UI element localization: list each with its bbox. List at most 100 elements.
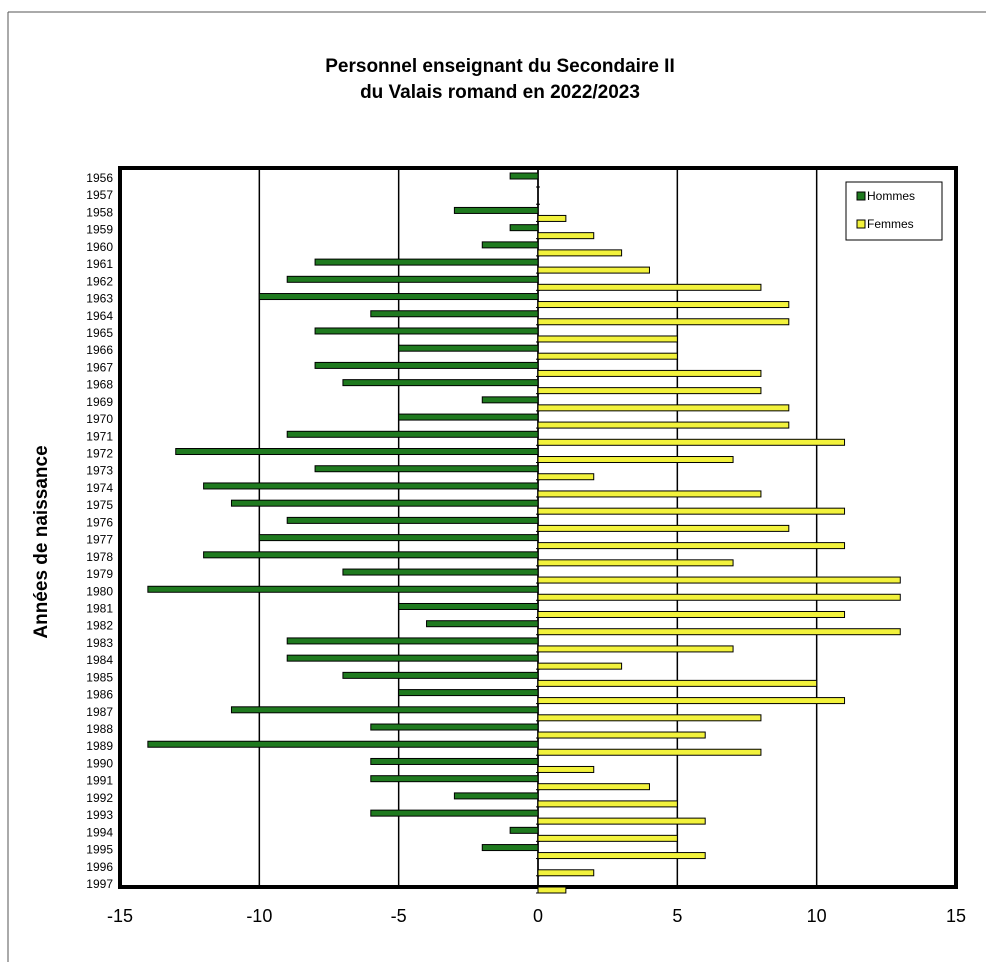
y-tick-label: 1958: [86, 205, 113, 219]
legend-swatch-hommes: [856, 191, 866, 201]
y-tick-label: 1985: [86, 670, 113, 684]
bar-hommes: [398, 344, 539, 352]
bar-hommes: [342, 671, 539, 679]
bar-femmes: [537, 765, 595, 773]
bar-hommes: [342, 379, 539, 387]
x-tick-label: 0: [533, 906, 543, 926]
bar-femmes: [537, 507, 846, 515]
y-tick-label: 1980: [86, 584, 113, 598]
y-tick-label: 1971: [86, 429, 113, 443]
bar-hommes: [342, 568, 539, 576]
bar-hommes: [286, 516, 539, 524]
chart-title-line1: Personnel enseignant du Secondaire II: [325, 56, 674, 77]
bar-hommes: [370, 310, 539, 318]
bar-hommes: [509, 172, 539, 180]
bar-femmes: [537, 869, 595, 877]
y-tick-label: 1969: [86, 395, 113, 409]
bar-femmes: [537, 593, 901, 601]
y-tick-label: 1965: [86, 326, 113, 340]
bar-femmes: [537, 852, 706, 860]
y-tick-label: 1982: [86, 619, 113, 633]
bar-femmes: [537, 697, 846, 705]
x-tick-label: 15: [946, 906, 966, 926]
bar-hommes: [286, 275, 539, 283]
y-tick-label: 1994: [86, 825, 113, 839]
bar-femmes: [537, 283, 762, 291]
bar-hommes: [398, 413, 539, 421]
bar-hommes: [314, 258, 539, 266]
y-tick-label: 1970: [86, 412, 113, 426]
y-tick-label: 1957: [86, 188, 113, 202]
bar-femmes: [537, 490, 762, 498]
bar-femmes: [537, 301, 790, 309]
y-tick-label: 1990: [86, 756, 113, 770]
bar-femmes: [537, 645, 734, 653]
legend-label-femmes: Femmes: [867, 217, 914, 231]
bar-femmes: [537, 473, 595, 481]
bar-femmes: [537, 266, 650, 274]
bar-femmes: [537, 542, 846, 550]
legend-swatch-femmes: [856, 219, 866, 229]
y-tick-label: 1988: [86, 722, 113, 736]
bar-femmes: [537, 387, 762, 395]
y-tick-label: 1975: [86, 498, 113, 512]
bar-hommes: [286, 430, 539, 438]
bar-hommes: [509, 826, 539, 834]
y-tick-label: 1972: [86, 447, 113, 461]
legend-label-hommes: Hommes: [867, 189, 915, 203]
y-tick-label: 1973: [86, 464, 113, 478]
y-tick-label: 1977: [86, 533, 113, 547]
bars: [147, 172, 901, 894]
x-tick-label: 10: [807, 906, 827, 926]
bar-hommes: [509, 224, 539, 232]
bar-hommes: [398, 602, 539, 610]
y-axis-label: Années de naissance: [31, 445, 52, 638]
y-tick-label: 1956: [86, 171, 113, 185]
bar-femmes: [537, 628, 901, 636]
y-tick-label: 1968: [86, 378, 113, 392]
y-tick-label: 1996: [86, 860, 113, 874]
bar-femmes: [537, 369, 762, 377]
bar-hommes: [258, 534, 539, 542]
y-tick-label: 1966: [86, 343, 113, 357]
x-tick-label: 5: [672, 906, 682, 926]
bar-femmes: [537, 438, 846, 446]
bar-femmes: [537, 232, 595, 240]
y-tick-label: 1984: [86, 653, 113, 667]
y-tick-label: 1993: [86, 808, 113, 822]
bar-hommes: [370, 775, 539, 783]
y-tick-label: 1961: [86, 257, 113, 271]
y-tick-label: 1981: [86, 601, 113, 615]
bar-hommes: [453, 792, 539, 800]
x-tick-label: -5: [391, 906, 407, 926]
x-tick-labels: -15 -10 -5 0 5 10 15: [107, 906, 966, 926]
bar-hommes: [453, 206, 539, 214]
legend: Hommes Femmes: [845, 181, 943, 241]
y-tick-label: 1967: [86, 360, 113, 374]
y-tick-label: 1989: [86, 739, 113, 753]
bar-femmes: [537, 748, 762, 756]
bar-hommes: [370, 723, 539, 731]
y-tick-label: 1997: [86, 877, 113, 891]
bar-hommes: [314, 361, 539, 369]
bar-hommes: [398, 689, 539, 697]
bar-femmes: [537, 404, 790, 412]
bar-femmes: [537, 524, 790, 532]
y-tick-label: 1991: [86, 774, 113, 788]
bar-hommes: [230, 499, 539, 507]
bar-femmes: [537, 421, 790, 429]
bar-hommes: [314, 327, 539, 335]
x-tick-label: -15: [107, 906, 133, 926]
bar-femmes: [537, 731, 706, 739]
bar-femmes: [537, 714, 762, 722]
bar-femmes: [537, 783, 650, 791]
bar-hommes: [370, 757, 539, 765]
y-tick-label: 1974: [86, 481, 113, 495]
bar-hommes: [426, 620, 539, 628]
bar-hommes: [286, 637, 539, 645]
bar-hommes: [370, 809, 539, 817]
y-tick-label: 1978: [86, 550, 113, 564]
x-tick-label: -10: [246, 906, 272, 926]
bar-femmes: [537, 456, 734, 464]
